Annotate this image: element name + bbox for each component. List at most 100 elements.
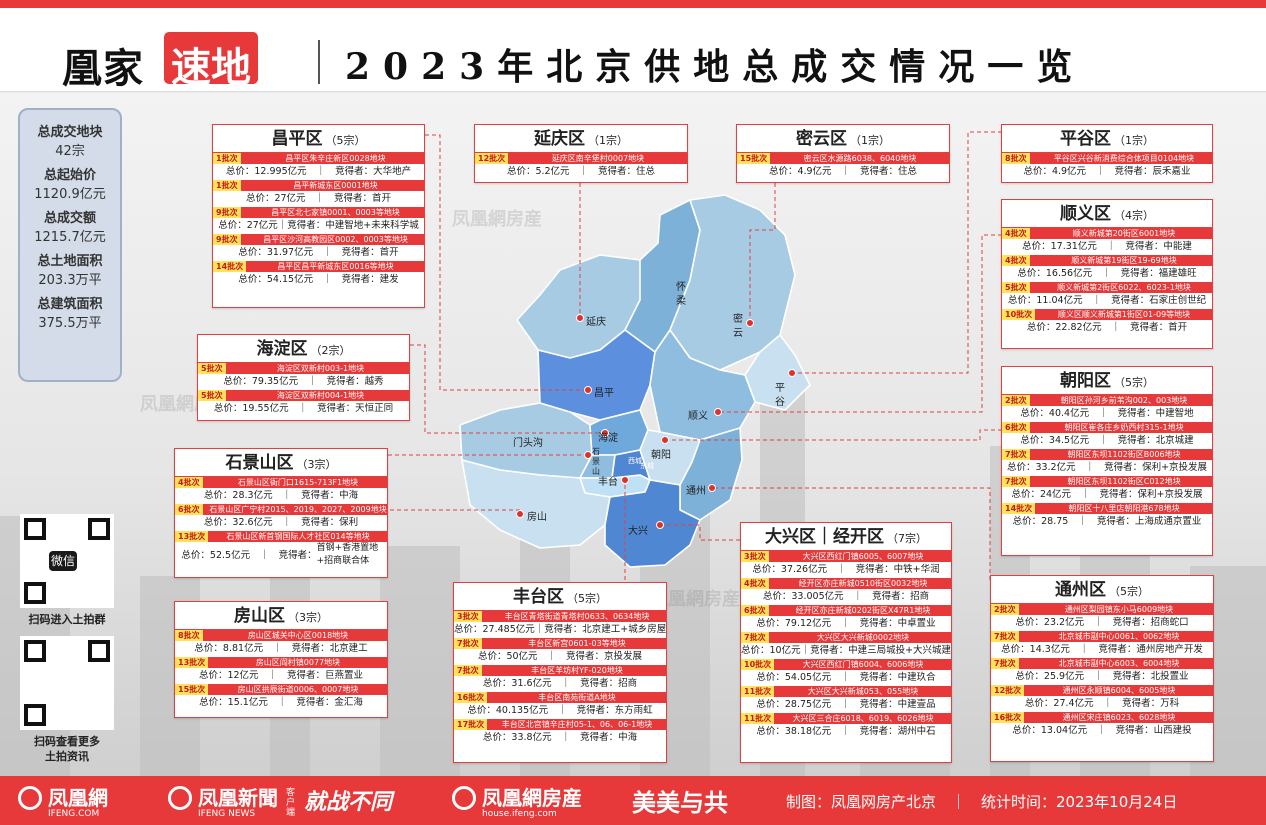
top-accent-bar: [0, 0, 1266, 8]
lot-info: 总价：79.12亿元 ｜ 竞得者：中卓置业: [756, 618, 936, 629]
map-label-dongcheng: 东城: [640, 462, 654, 470]
lot-info: 总价：54.15亿元 ｜ 竞得者：建发: [238, 274, 399, 285]
map-label-yanqing: 延庆: [586, 317, 606, 328]
district-name: 大兴区｜经开区: [765, 527, 884, 547]
lot-info: 总价：11.04亿元 ｜ 竞得者：石家庄创世纪: [1007, 295, 1207, 306]
batch-badge: 16批次: [991, 712, 1025, 723]
lot-name-row: 10批次 大兴区西红门镇6004、6006地块: [741, 659, 951, 670]
lot-name-row: 16批次 通州区宋庄镇6023、6028地块: [991, 712, 1213, 723]
panel-miyun: 密云区 （1宗） 15批次 密云区水源路6038、6040地块 总价：4.9亿元 ｜ 竞…: [736, 124, 950, 183]
panel-title: 顺义区 （4宗）: [1002, 200, 1212, 228]
lot-name: 经开区亦庄新城0202街区X47R1地块: [795, 606, 931, 615]
panel-title: 延庆区 （1宗）: [475, 125, 687, 153]
footer-news-sub: IFENG NEWS: [198, 809, 256, 819]
panel-fangshan: 房山区 （3宗） 8批次 房山区城关中心区0018地块 总价：8.81亿元 ｜ 竞得者：…: [174, 601, 388, 718]
page-title: 2023年北京供地总成交情况一览: [345, 46, 1086, 88]
batch-badge: 5批次: [198, 363, 226, 374]
qr-label-group: 扫码进入土拍群: [28, 613, 106, 626]
footer-house: 凤凰網房産: [482, 786, 582, 810]
lot-info: 总价：28.3亿元 ｜ 竞得者：中海: [203, 490, 359, 501]
lot-info-row: 总价：52.5亿元 ｜ 竞得者： 首钢+香港置地+招商联合体: [175, 542, 387, 568]
district-name: 丰台区: [513, 587, 564, 607]
lot-name-row: 13批次 房山区阎村镇0077地块: [175, 657, 387, 668]
district-name: 海淀区: [256, 339, 308, 359]
panel-title: 密云区 （1宗）: [737, 125, 949, 153]
lot-name: 延庆区南辛堡村0007地块: [551, 154, 645, 163]
district-core: [611, 449, 651, 481]
panel-title: 昌平区 （5宗）: [213, 125, 424, 153]
lot-info: 总价：40.135亿元 ｜ 竞得者：东方雨虹: [467, 705, 653, 716]
panel-shijingshan: 石景山区 （3宗） 4批次 石景山区衙门口1615-713F1地块 总价：28.3亿元 …: [174, 448, 388, 578]
lot-info: 总价：27.4亿元 ｜ 竞得者：万科: [1024, 698, 1180, 709]
batch-badge: 5批次: [1002, 282, 1030, 293]
batch-badge: 2批次: [991, 604, 1019, 615]
qr-label-news-2: 土拍资讯: [45, 750, 89, 763]
lot-name-row: 14批次 朝阳区十八里店朝阳港678地块: [1002, 503, 1212, 514]
panel-tongzhou: 通州区 （5宗） 2批次 通州区梨园镇东小马6009地块 总价：23.2亿元 ｜ 竞得者…: [990, 575, 1214, 762]
qr-code-news[interactable]: [20, 636, 114, 730]
lot-info: 总价：27.485亿元｜竞得者：北京建工+城乡房屋: [454, 624, 667, 635]
batch-badge: 6批次: [1002, 422, 1030, 433]
lot-count: （5宗）: [1114, 376, 1154, 389]
footer-credit: 制图：凤凰网房产北京 ｜ 统计时间：2023年10月24日: [786, 793, 1178, 811]
batch-badge: 7批次: [741, 632, 769, 643]
lot-name-row: 13批次 石景山区新首钢国际人才社区014等地块: [175, 531, 387, 542]
lot-name: 顺义新城第19街区19-69地块: [1071, 256, 1177, 265]
map-label-xicheng: 西城: [628, 457, 642, 465]
lot-name: 大兴区西红门镇6005、6007地块: [802, 552, 924, 561]
district-name: 昌平区: [271, 129, 323, 149]
batch-badge: 7批次: [991, 631, 1019, 642]
lot-name: 大兴区大兴新城0002地块: [816, 633, 910, 642]
lot-name: 朝阳区十八里店朝阳港678地块: [1068, 504, 1180, 513]
lot-name-row: 7批次 朝阳区东坝1102街区C012地块: [1002, 476, 1212, 487]
batch-badge: 4批次: [175, 477, 203, 488]
map-label-pinggu-1: 平: [775, 383, 785, 394]
batch-badge: 3批次: [454, 611, 482, 622]
lot-name: 石景山区新首钢国际人才社区014等地块: [226, 532, 370, 541]
lot-info: 总价：32.6亿元 ｜ 竞得者：保利: [203, 517, 359, 528]
lot-name: 朝阳区崔各庄乡奶西村315-1地块: [1064, 423, 1184, 432]
lot-name: 房山区城关中心区0018地块: [247, 631, 349, 640]
footer-meimei: 美美与共: [632, 788, 728, 817]
panel-title: 海淀区 （2宗）: [198, 335, 409, 363]
panel-pinggu: 平谷区 （1宗） 8批次 平谷区兴谷新消费综合体项目0104地块 总价：4.9亿元 ｜ …: [1001, 124, 1213, 183]
lot-info: 总价：40.4亿元 ｜ 竞得者：中建智地: [1020, 408, 1194, 419]
batch-badge: 3批次: [741, 551, 769, 562]
batch-badge: 8批次: [175, 630, 203, 641]
lot-name: 丰台区羊坊村YF-020地块: [531, 666, 623, 675]
lot-info: 总价：22.82亿元 ｜ 竞得者：首开: [1026, 322, 1188, 333]
lot-name-row: 8批次 房山区城关中心区0018地块: [175, 630, 387, 641]
map-label-miyun-1: 密: [733, 314, 743, 325]
batch-badge: 13批次: [175, 657, 209, 668]
lot-name: 朝阳区东坝1102街区B006地块: [1067, 450, 1181, 459]
lot-info: 总价：50亿元 ｜ 竞得者：京投发展: [477, 651, 643, 662]
lot-name-row: 7批次 朝阳区东坝1102街区B006地块: [1002, 449, 1212, 460]
lot-name-row: 4批次 经开区亦庄新城0510街区0032地块: [741, 578, 951, 589]
lot-info: 总价：8.81亿元 ｜ 竞得者：北京建工: [194, 643, 368, 654]
footer-news: 凤凰新聞: [198, 786, 278, 810]
lot-name: 丰台区青塔街道青塔村0633、0634地块: [504, 612, 650, 621]
map-label-shijingshan-2: 景: [592, 457, 600, 466]
stat-label: 总土地面积: [37, 254, 103, 269]
lot-name: 顺义区顺义新城第1街区01-09等地块: [1057, 310, 1191, 319]
summary-stats-box: 总成交地块 42宗 总起始价 1120.9亿元 总成交额 1215.7亿元 总土…: [18, 108, 122, 382]
lot-info: 总价：33.2亿元 ｜ 竞得者：保利+京投发展: [1006, 462, 1208, 473]
lot-name-row: 3批次 大兴区西红门镇6005、6007地块: [741, 551, 951, 562]
batch-badge: 4批次: [1002, 228, 1030, 239]
lot-info: 总价：54.05亿元 ｜ 竞得者：中建玖合: [756, 672, 936, 683]
batch-badge: 13批次: [175, 531, 209, 542]
lot-name: 通州区梨园镇东小马6009地块: [1064, 605, 1174, 614]
lot-winner-extra: 首钢+香港置地+招商联合体: [316, 543, 379, 566]
lot-name: 大兴区大兴新城053、055地块: [807, 687, 919, 696]
lot-name: 北京城市副中心0061、0062地块: [1058, 632, 1180, 641]
lot-count: （5宗）: [567, 592, 607, 605]
lot-name-row: 15批次 密云区水源路6038、6040地块: [737, 153, 949, 164]
panel-title: 丰台区 （5宗）: [454, 583, 666, 611]
district-name: 顺义区: [1060, 204, 1111, 224]
batch-badge: 7批次: [454, 665, 482, 676]
lot-name: 大兴区西红门镇6004、6006地块: [802, 660, 924, 669]
batch-badge: 15批次: [175, 684, 209, 695]
lot-count: （3宗）: [296, 458, 337, 471]
lot-name: 丰台区北宫镇辛庄村05-1、06、06-1地块: [501, 720, 653, 729]
